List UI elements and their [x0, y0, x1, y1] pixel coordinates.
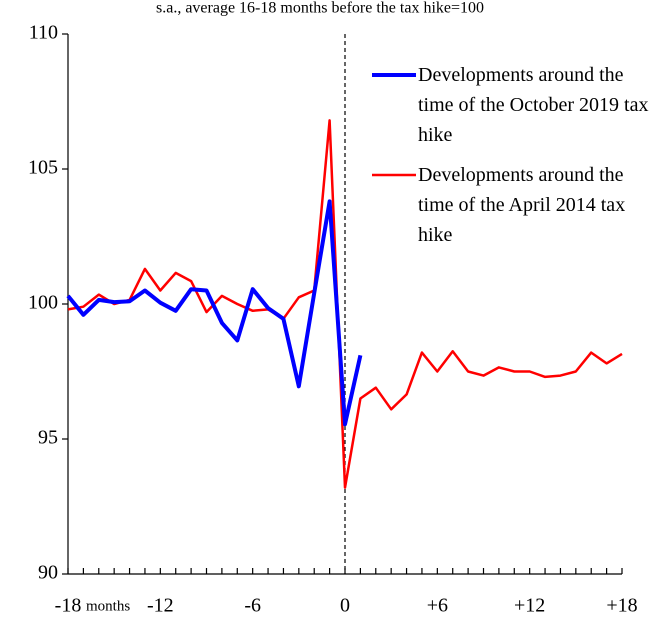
legend-label: Developments around the time of the Apri… — [418, 164, 626, 246]
series-line — [66, 199, 363, 427]
x-tick-label: 0 — [340, 595, 350, 617]
legend-label: Developments around the time of the Octo… — [418, 64, 649, 146]
y-tick-label: 100 — [28, 292, 58, 314]
x-tick-label: +6 — [427, 595, 448, 617]
x-tick-label: +12 — [514, 595, 545, 617]
x-tick-label: -18 — [55, 595, 82, 617]
y-tick-label: 90 — [38, 562, 58, 584]
y-tick-label: 110 — [29, 22, 58, 44]
y-tick-label: 105 — [28, 157, 58, 179]
x-tick-label: -12 — [147, 595, 174, 617]
x-tick-label: -6 — [244, 595, 261, 617]
y-tick-label: 95 — [38, 427, 58, 449]
series-line — [67, 119, 623, 489]
x-axis-label: months — [86, 598, 130, 614]
x-tick-label: +18 — [606, 595, 637, 617]
chart-subtitle: s.a., average 16-18 months before the ta… — [156, 0, 484, 17]
